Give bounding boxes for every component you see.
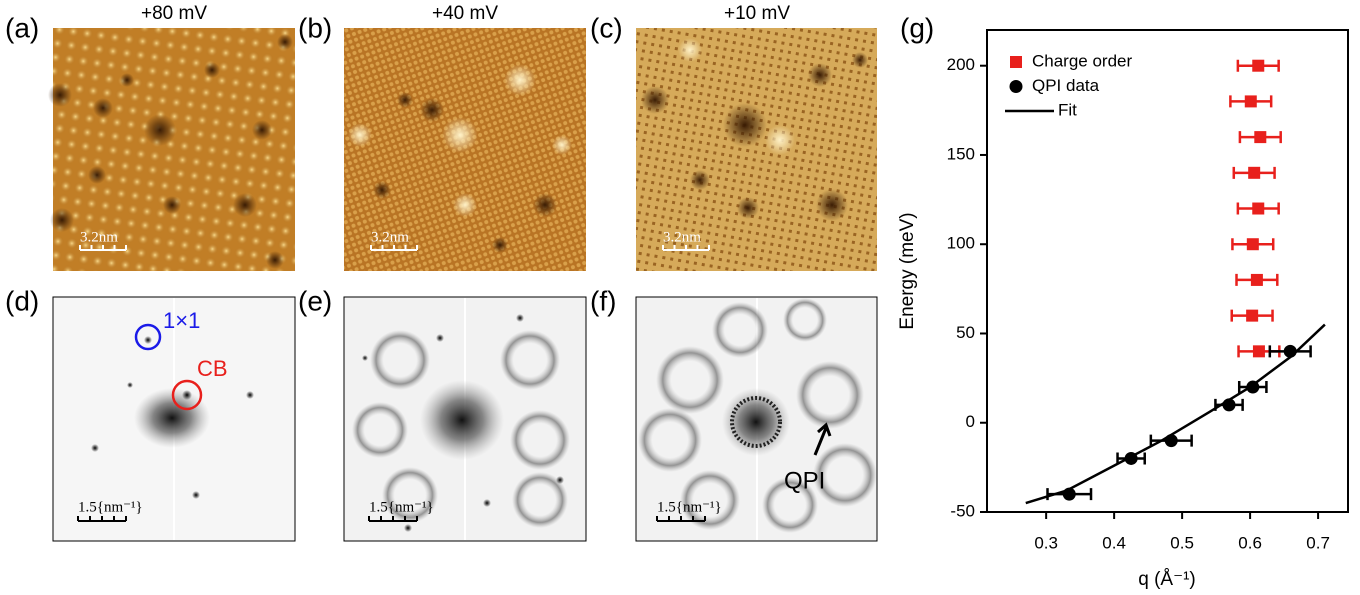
legend-label: QPI data bbox=[1032, 76, 1100, 95]
panel-label: (d) bbox=[5, 285, 39, 316]
scale-label: 1.5{nm⁻¹} bbox=[657, 499, 722, 515]
fft-image bbox=[635, 296, 878, 542]
x-axis-label: q (Å⁻¹) bbox=[1138, 569, 1196, 590]
stm-image bbox=[48, 28, 295, 271]
annotation: 1×1 bbox=[163, 308, 200, 333]
scale-label: 1.5{nm⁻¹} bbox=[369, 499, 434, 515]
x-tick-label: 0.7 bbox=[1306, 533, 1330, 552]
panel-title: +10 mV bbox=[724, 3, 790, 24]
x-tick-label: 0.3 bbox=[1034, 533, 1058, 552]
point bbox=[1252, 59, 1265, 72]
plot-frame bbox=[986, 29, 1349, 513]
y-tick-label: 50 bbox=[956, 323, 975, 342]
legend-marker bbox=[1009, 80, 1023, 93]
fft-image bbox=[343, 296, 587, 542]
point bbox=[1254, 131, 1267, 144]
annotation: CB bbox=[197, 356, 228, 381]
legend-label: Fit bbox=[1058, 100, 1077, 119]
stm-image bbox=[344, 28, 586, 271]
scale-label: 3.2nm bbox=[80, 229, 118, 245]
legend-marker bbox=[1010, 56, 1022, 68]
scale-bar bbox=[79, 245, 710, 251]
y-tick-label: 100 bbox=[947, 234, 975, 253]
x-tick-label: 0.6 bbox=[1238, 533, 1262, 552]
y-tick-label: 200 bbox=[947, 55, 975, 74]
y-tick-label: 0 bbox=[966, 412, 975, 431]
scale-bar bbox=[77, 516, 706, 522]
fit-line bbox=[1025, 323, 1326, 505]
x-tick-label: 0.4 bbox=[1102, 533, 1126, 552]
point bbox=[1252, 345, 1265, 358]
annotation: QPI bbox=[784, 467, 825, 494]
y-tick-label: -50 bbox=[950, 501, 975, 520]
stm-image bbox=[636, 28, 877, 271]
panel-label: (g) bbox=[900, 12, 934, 43]
point bbox=[1250, 273, 1263, 286]
legend-label: Charge order bbox=[1032, 51, 1133, 70]
scale-label: 3.2nm bbox=[371, 229, 409, 245]
panel-label: (c) bbox=[590, 12, 623, 43]
point bbox=[1248, 166, 1261, 179]
point bbox=[1246, 238, 1259, 251]
x-tick-label: 0.5 bbox=[1170, 533, 1194, 552]
scale-label: 3.2nm bbox=[663, 229, 701, 245]
panel-label: (e) bbox=[298, 285, 332, 316]
y-axis-label: Energy (meV) bbox=[897, 212, 918, 329]
arrow bbox=[813, 422, 832, 456]
panel-title: +80 mV bbox=[141, 3, 207, 24]
y-tick-label: 150 bbox=[947, 144, 975, 163]
panel-label: (b) bbox=[298, 12, 332, 43]
point bbox=[1246, 309, 1259, 322]
point bbox=[1244, 95, 1257, 108]
fft-image bbox=[52, 296, 296, 542]
panel-label: (f) bbox=[590, 285, 616, 316]
panel-label: (a) bbox=[5, 12, 39, 43]
scale-label: 1.5{nm⁻¹} bbox=[78, 499, 143, 515]
point bbox=[1252, 202, 1265, 215]
panel-title: +40 mV bbox=[432, 3, 498, 24]
